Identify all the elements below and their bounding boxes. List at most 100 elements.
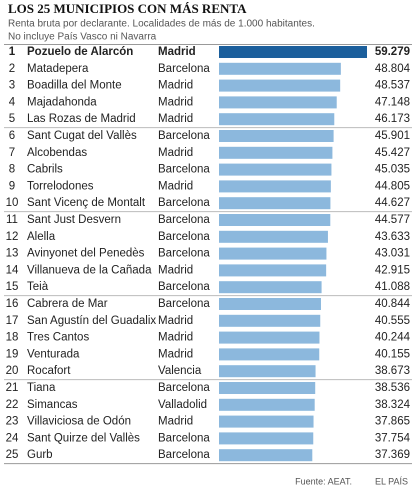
rank: 21 [6,382,19,394]
value-label: 38.324 [375,399,411,411]
province: Madrid [158,264,193,276]
bar [219,348,320,361]
rank: 24 [6,432,19,444]
municipality: Matadepera [27,63,89,75]
municipality: Tiana [27,382,56,394]
municipality: Sant Just Desvern [27,214,121,226]
value-label: 43.633 [375,231,410,243]
rank: 25 [6,449,19,461]
municipality: Torrelodones [27,180,94,192]
province: Madrid [158,46,196,58]
municipality: Rocafort [27,365,71,377]
municipality: Alella [27,231,56,243]
bar [219,398,315,411]
municipality: Simancas [27,399,78,411]
bar [219,281,322,294]
bar [219,365,316,378]
province: Barcelona [158,432,210,444]
bar [219,96,337,109]
bar [219,314,321,327]
municipality: Sant Cugat del Vallès [27,130,137,142]
province: Barcelona [158,382,210,394]
rank: 16 [6,298,19,310]
rank: 6 [9,130,15,142]
municipality: Boadilla del Monte [27,80,122,92]
value-label: 46.173 [375,113,410,125]
province: Madrid [158,315,193,327]
value-label: 59.279 [375,46,410,58]
value-label: 43.031 [375,248,410,260]
bar [219,298,321,310]
rank: 2 [9,63,15,75]
province: Madrid [158,348,193,360]
municipality: Villaviciosa de Odón [27,416,131,428]
value-label: 47.148 [375,96,410,108]
municipality: Sant Vicenç de Montalt [27,197,146,209]
rank: 4 [9,96,16,108]
bar [219,113,335,126]
municipality: Teià [27,281,49,293]
municipality: Sant Quirze del Vallès [27,432,140,444]
municipality: Cabrils [27,164,63,176]
municipality: Gurb [27,449,53,461]
province: Madrid [158,96,193,108]
province: Madrid [158,147,193,159]
value-label: 45.035 [375,164,410,176]
province: Barcelona [158,214,210,226]
rank: 11 [6,214,18,226]
bar [219,62,341,75]
value-label: 48.537 [375,80,410,92]
municipality: Avinyonet del Penedès [27,248,145,260]
rank: 13 [6,248,19,260]
province: Barcelona [158,248,210,260]
province: Barcelona [158,164,210,176]
province: Barcelona [158,281,210,293]
province: Barcelona [158,63,210,75]
value-label: 44.805 [375,180,410,192]
rank: 19 [6,348,19,360]
municipality: Pozuelo de Alarcón [27,46,133,58]
rank: 10 [6,197,19,209]
province: Valladolid [158,399,207,411]
value-label: 48.804 [375,63,411,75]
province: Barcelona [158,298,210,310]
publisher: EL PAÍS [375,476,408,486]
province: Barcelona [158,231,210,243]
value-label: 37.369 [375,449,410,461]
province: Barcelona [158,130,210,142]
bar [219,79,341,92]
value-label: 40.155 [375,348,410,360]
bar [219,46,367,58]
municipality: Las Rozas de Madrid [27,113,136,125]
municipality: Villanueva de la Cañada [27,264,152,276]
municipality: Alcobendas [27,147,87,159]
rank: 3 [9,80,15,92]
subtitle: Renta bruta por declarante. Localidades … [8,19,315,30]
value-label: 37.865 [375,416,410,428]
bar [219,130,334,142]
source: Fuente: AEAT. [295,476,352,486]
value-label: 44.577 [375,214,410,226]
rank: 12 [6,231,19,243]
bar [219,331,320,344]
province: Madrid [158,416,193,428]
rank: 9 [9,180,15,192]
province: Barcelona [158,197,210,209]
rank: 18 [6,332,19,344]
bar [219,146,333,159]
bar [219,180,331,193]
value-label: 44.627 [375,197,410,209]
rank: 22 [6,399,19,411]
municipality: Venturada [27,348,80,360]
rank: 7 [9,147,15,159]
value-label: 37.754 [375,432,411,444]
value-label: 40.555 [375,315,410,327]
province: Barcelona [158,449,210,461]
rank: 15 [6,281,19,293]
value-label: 45.427 [375,147,410,159]
province: Madrid [158,180,193,192]
rank: 20 [6,365,19,377]
province: Madrid [158,80,193,92]
rank: 14 [6,264,19,276]
